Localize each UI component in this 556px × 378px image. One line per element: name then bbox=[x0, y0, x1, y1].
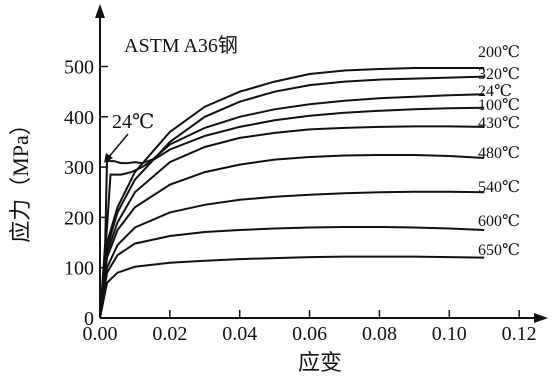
series-curve-8 bbox=[99, 255, 485, 319]
x-tick-label: 0.00 bbox=[83, 323, 118, 345]
y-axis-title: 应力（MPa） bbox=[8, 113, 33, 243]
series-label-4: 430℃ bbox=[478, 115, 520, 132]
series-curve-3 bbox=[99, 106, 485, 319]
y-tick-label: 500 bbox=[64, 57, 94, 79]
series-label-8: 650℃ bbox=[478, 242, 520, 259]
x-axis-title: 应变 bbox=[298, 350, 342, 375]
y-tick-label: 100 bbox=[64, 258, 94, 280]
x-axis-arrow bbox=[534, 313, 548, 323]
series-curve-6 bbox=[99, 190, 485, 319]
x-tick-label: 0.12 bbox=[502, 323, 537, 345]
y-tick-label: 0 bbox=[84, 308, 94, 330]
x-tick-label: 0.06 bbox=[292, 323, 327, 345]
chart-title: ASTM A36钢 bbox=[124, 34, 238, 57]
series-curve-1 bbox=[99, 75, 485, 319]
series-label-6: 540℃ bbox=[478, 179, 520, 196]
x-tick-label: 0.02 bbox=[152, 323, 187, 345]
x-tick-label: 0.10 bbox=[432, 323, 467, 345]
x-tick-label: 0.08 bbox=[362, 323, 397, 345]
curves bbox=[99, 67, 485, 319]
series-curve-5 bbox=[99, 154, 485, 319]
series-label-2: 24℃ bbox=[478, 83, 512, 100]
series-label-5: 480℃ bbox=[478, 145, 520, 162]
series-label-7: 600℃ bbox=[478, 213, 520, 230]
y-tick-label: 300 bbox=[64, 157, 94, 179]
annotation-arrow-head bbox=[104, 153, 113, 163]
series-curve-0 bbox=[99, 67, 485, 319]
series-curve-2 bbox=[99, 93, 485, 319]
x-tick-label: 0.04 bbox=[222, 323, 257, 345]
series-curve-4 bbox=[99, 125, 485, 319]
y-tick-label: 400 bbox=[64, 107, 94, 129]
series-curve-7 bbox=[99, 226, 485, 319]
ticks: 0.00 0.02 0.04 0.06 0.08 0.10 0.12 0 100 200 300 40… bbox=[64, 57, 537, 346]
series-label-3: 100℃ bbox=[478, 97, 520, 114]
y-axis-arrow bbox=[95, 4, 105, 18]
series-label-0: 200℃ bbox=[478, 44, 520, 61]
annotation-24c: 24℃ bbox=[112, 111, 154, 133]
series-label-1: 320℃ bbox=[478, 66, 520, 83]
annotation-arrow-line bbox=[107, 133, 129, 159]
y-tick-label: 200 bbox=[64, 207, 94, 229]
